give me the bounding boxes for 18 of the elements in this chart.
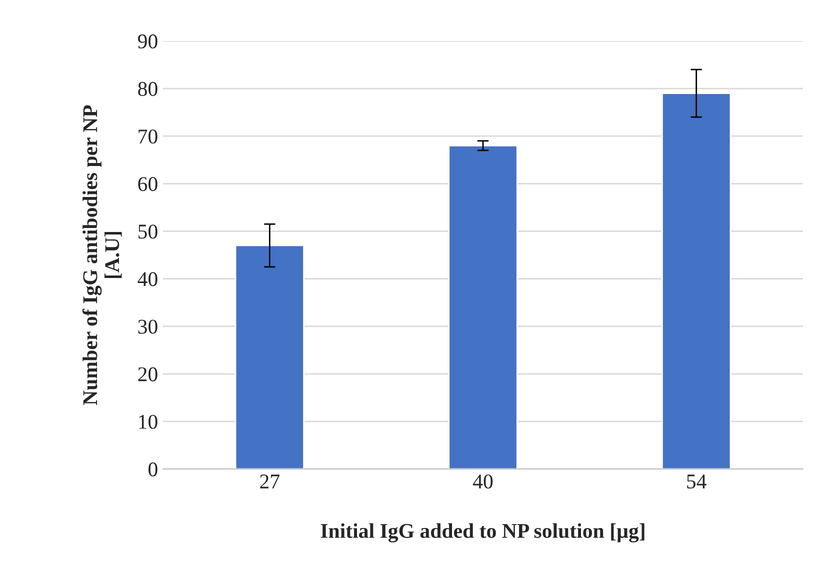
x-tick-label: 27 bbox=[260, 474, 280, 488]
bar bbox=[234, 244, 304, 469]
y-tick-label: 50 bbox=[138, 224, 158, 239]
bar bbox=[662, 92, 732, 469]
y-axis-title: Number of IgG antibodies per NP [A.U] bbox=[82, 105, 122, 405]
y-tick-label: 70 bbox=[138, 129, 158, 144]
x-axis-title: Initial IgG added to NP solution [µg] bbox=[320, 523, 644, 542]
x-tick-label: 40 bbox=[472, 474, 493, 489]
y-tick-label: 0 bbox=[148, 462, 158, 476]
x-tick-label: 54 bbox=[687, 474, 706, 489]
y-tick-label: 10 bbox=[139, 414, 158, 429]
y-tick-label: 90 bbox=[138, 34, 158, 48]
y-tick-label: 40 bbox=[138, 272, 158, 286]
y-tick-label: 60 bbox=[138, 177, 158, 192]
y-tick-label: 20 bbox=[138, 367, 158, 382]
y-tick-label: 80 bbox=[138, 82, 158, 96]
y-tick-label: 30 bbox=[138, 320, 158, 334]
bar bbox=[448, 144, 518, 469]
